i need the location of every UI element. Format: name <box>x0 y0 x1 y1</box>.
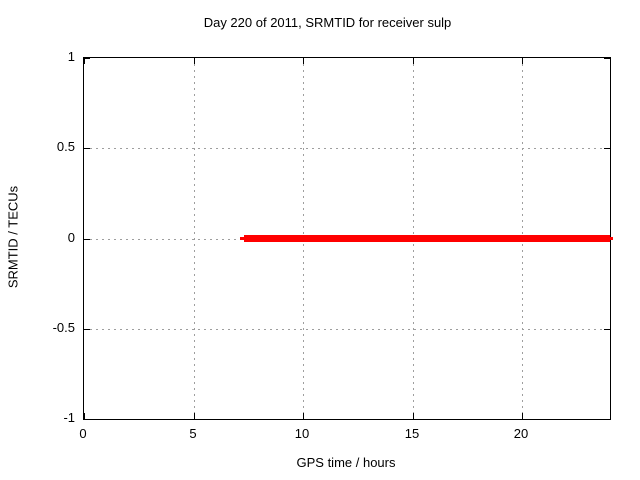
x-tick-label: 15 <box>404 426 420 441</box>
x-tick-mirror <box>303 58 304 64</box>
x-tick <box>303 413 304 419</box>
plot-area <box>83 57 613 420</box>
x-tick <box>84 413 85 419</box>
x-tick-mirror <box>522 58 523 64</box>
x-tick <box>194 413 195 419</box>
x-tick <box>413 413 414 419</box>
x-axis-label: GPS time / hours <box>296 455 396 470</box>
x-tick <box>522 413 523 419</box>
y-tick-label: 1 <box>67 49 75 64</box>
x-tick-label: 0 <box>79 426 87 441</box>
y-gridline <box>84 329 610 330</box>
y-tick-mirror <box>604 419 610 420</box>
y-tick <box>84 239 90 240</box>
y-tick-label: 0 <box>67 230 75 245</box>
y-tick-mirror <box>604 58 610 59</box>
y-tick <box>84 58 90 59</box>
x-tick-mirror <box>84 58 85 64</box>
y-tick-label: -1 <box>63 410 75 425</box>
series-line-cap-left <box>240 237 244 240</box>
y-axis-label: SRMTID / TECUs <box>5 185 21 289</box>
x-tick-mirror <box>413 58 414 64</box>
y-tick-label: 0.5 <box>56 139 75 154</box>
chart-title: Day 220 of 2011, SRMTID for receiver sul… <box>203 15 452 30</box>
series-line <box>244 235 610 242</box>
x-tick-mirror <box>194 58 195 64</box>
x-tick-label: 10 <box>294 426 310 441</box>
y-tick <box>84 419 90 420</box>
y-tick <box>84 329 90 330</box>
x-tick-label: 5 <box>189 426 197 441</box>
y-tick-mirror <box>604 148 610 149</box>
y-tick-mirror <box>604 329 610 330</box>
x-gridline <box>194 58 195 419</box>
y-tick-label: -0.5 <box>52 320 75 335</box>
y-tick <box>84 148 90 149</box>
series-line-cap-right <box>610 237 613 240</box>
x-tick-label: 20 <box>513 426 529 441</box>
y-gridline <box>84 148 610 149</box>
